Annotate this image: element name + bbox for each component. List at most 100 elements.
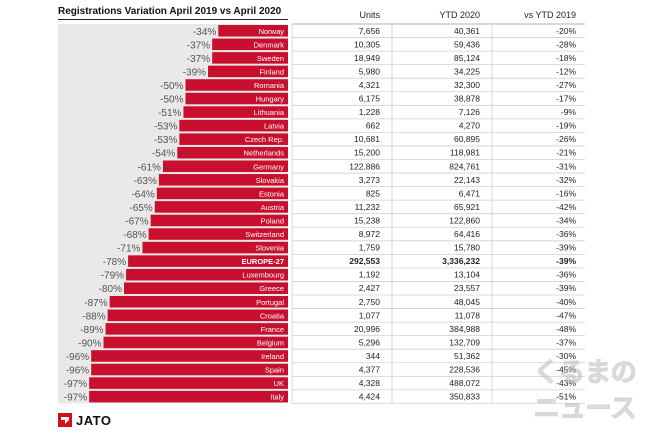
ytd2020-cell: 40,361 [454, 26, 480, 36]
table-row: Denmark -37% 10,305 59,436 -28% [187, 38, 585, 52]
country-label: Norway [259, 27, 285, 36]
variation-label: -88% [82, 311, 105, 322]
table-row: France -89% 20,996 384,988 -48% [80, 323, 585, 337]
bar [89, 377, 289, 389]
vs-ytd2019-cell: -40% [556, 297, 576, 307]
bar [158, 174, 288, 186]
vs-ytd2019-cell: -9% [561, 107, 577, 117]
bar [212, 52, 288, 64]
bar [91, 350, 288, 362]
variation-label: -50% [160, 81, 183, 92]
table-row: Finland -39% 5,980 34,225 -12% [183, 65, 585, 79]
ytd2020-cell: 38,878 [454, 94, 480, 104]
vs-ytd2019-cell: -27% [556, 80, 576, 90]
bar [154, 201, 288, 213]
variation-label: -96% [66, 352, 89, 363]
country-label: Sweden [257, 54, 284, 63]
table-row: Poland -67% 15,238 122,860 -34% [125, 214, 585, 228]
bar [128, 255, 288, 267]
svg-text:くるまの: くるまの [533, 358, 636, 388]
ytd2020-cell: 488,072 [449, 378, 480, 388]
units-cell: 1,759 [359, 243, 381, 253]
table-row: Italy -97% 4,424 350,833 -51% [64, 390, 585, 404]
variation-label: -39% [183, 67, 206, 78]
table-row: UK -97% 4,328 488,072 -43% [64, 377, 585, 391]
vs-ytd2019-cell: -37% [556, 337, 576, 347]
vs-ytd2019-cell: -36% [556, 270, 576, 280]
country-label: Spain [265, 366, 284, 375]
table-row: EUROPE-27 -78% 292,553 3,336,232 -39% [103, 255, 585, 269]
variation-label: -53% [154, 122, 177, 133]
table-row: Luxembourg -79% 1,192 13,104 -36% [101, 268, 585, 282]
units-cell: 15,238 [354, 215, 380, 225]
variation-label: -64% [131, 189, 154, 200]
bar [124, 282, 288, 294]
units-cell: 1,077 [359, 310, 381, 320]
variation-label: -80% [99, 284, 122, 295]
variation-label: -68% [123, 230, 146, 241]
column-header-vs-ytd2019: vs YTD 2019 [524, 10, 576, 20]
vs-ytd2019-cell: -30% [556, 351, 576, 361]
table-row: Estonia -64% 825 6,471 -16% [131, 187, 585, 201]
units-cell: 6,175 [359, 94, 381, 104]
vs-ytd2019-cell: -34% [556, 215, 576, 225]
bar [103, 336, 288, 349]
table-row: Romania -50% 4,321 32,300 -27% [160, 79, 585, 93]
units-cell: 292,553 [349, 256, 380, 266]
table-row: Slovenia -71% 1,759 15,780 -39% [117, 241, 585, 255]
bar [107, 309, 288, 322]
country-label: EUROPE-27 [241, 257, 284, 266]
country-label: Portugal [256, 298, 284, 307]
units-cell: 344 [366, 351, 380, 361]
bar [91, 363, 288, 376]
ytd2020-cell: 350,833 [449, 392, 480, 402]
country-label: Lithuania [254, 108, 285, 117]
units-cell: 1,192 [359, 270, 381, 280]
vs-ytd2019-cell: -26% [556, 134, 576, 144]
vs-ytd2019-cell: -48% [556, 324, 576, 334]
country-label: Poland [261, 216, 284, 225]
ytd2020-cell: 15,780 [454, 243, 480, 253]
vs-ytd2019-cell: -36% [556, 229, 576, 239]
units-cell: 7,656 [359, 26, 381, 36]
country-label: Czech Rep. [245, 135, 284, 144]
vs-ytd2019-cell: -31% [556, 161, 576, 171]
ytd2020-cell: 59,436 [454, 39, 480, 49]
column-header-units: Units [359, 10, 380, 20]
variation-label: -87% [84, 298, 107, 309]
units-cell: 122,886 [349, 161, 380, 171]
units-cell: 4,377 [359, 365, 381, 375]
country-label: Germany [253, 162, 284, 171]
country-label: Ireland [261, 352, 284, 361]
bar [148, 228, 288, 240]
ytd2020-cell: 85,124 [454, 53, 480, 63]
variation-label: -67% [125, 216, 148, 227]
table-row: Latvia -53% 662 4,270 -19% [154, 119, 585, 133]
ytd2020-cell: 132,709 [449, 337, 480, 347]
variation-label: -89% [80, 325, 103, 336]
ytd2020-cell: 60,895 [454, 134, 480, 144]
table-row: Croatia -88% 1,077 11,078 -47% [82, 309, 585, 323]
variation-label: -78% [103, 257, 126, 268]
ytd2020-cell: 48,045 [454, 297, 480, 307]
variation-label: -79% [101, 271, 124, 282]
svg-text:ニュース: ニュース [534, 394, 637, 424]
table-row: Norway -34% 7,656 40,361 -20% [193, 25, 585, 38]
table-row: Switzerland -68% 8,972 64,416 -36% [123, 228, 585, 242]
country-label: Finland [259, 67, 284, 76]
units-cell: 11,232 [355, 202, 381, 212]
table-row: Sweden -37% 18,949 85,124 -18% [187, 52, 585, 66]
ytd2020-cell: 4,270 [459, 121, 481, 131]
bar [177, 146, 288, 159]
ytd2020-cell: 3,336,232 [442, 256, 480, 266]
variation-label: -61% [138, 162, 161, 173]
table-row: Belgium -90% 5,296 132,709 -37% [78, 336, 585, 350]
vs-ytd2019-cell: -18% [556, 53, 576, 63]
ytd2020-cell: 228,536 [449, 365, 480, 375]
variation-label: -65% [129, 203, 152, 214]
ytd2020-cell: 7,126 [459, 107, 481, 117]
units-cell: 2,427 [359, 283, 381, 293]
ytd2020-cell: 13,104 [454, 270, 480, 280]
ytd2020-cell: 6,471 [459, 188, 481, 198]
units-cell: 20,996 [354, 324, 380, 334]
